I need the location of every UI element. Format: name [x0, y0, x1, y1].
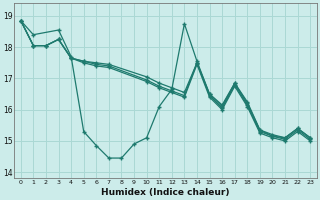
- X-axis label: Humidex (Indice chaleur): Humidex (Indice chaleur): [101, 188, 230, 197]
